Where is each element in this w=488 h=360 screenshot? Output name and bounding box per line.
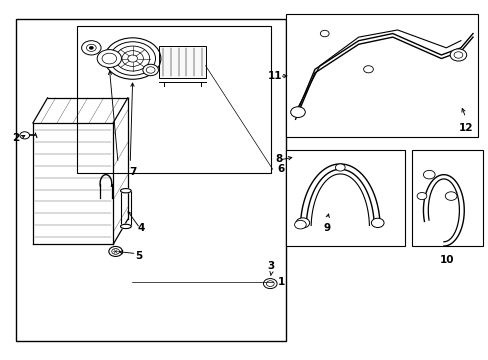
Circle shape — [449, 49, 466, 61]
Bar — [285, 14, 477, 137]
Circle shape — [423, 170, 434, 179]
Circle shape — [453, 52, 462, 58]
Circle shape — [89, 46, 93, 49]
Bar — [16, 19, 285, 341]
Text: 6: 6 — [277, 164, 284, 174]
Text: 7: 7 — [129, 167, 136, 177]
Ellipse shape — [120, 189, 131, 193]
Circle shape — [146, 67, 155, 73]
Circle shape — [266, 281, 274, 287]
Circle shape — [295, 218, 309, 228]
Text: 9: 9 — [323, 223, 330, 233]
Circle shape — [363, 66, 372, 73]
Text: 10: 10 — [439, 255, 454, 265]
Circle shape — [290, 107, 305, 117]
Circle shape — [20, 132, 30, 139]
Circle shape — [294, 220, 305, 229]
Circle shape — [112, 249, 119, 254]
Text: 2: 2 — [13, 133, 20, 143]
Circle shape — [371, 218, 383, 228]
Circle shape — [142, 64, 158, 76]
Text: 11: 11 — [267, 71, 282, 81]
Circle shape — [335, 164, 345, 171]
Circle shape — [320, 30, 328, 37]
Circle shape — [416, 193, 426, 200]
Text: 8: 8 — [275, 154, 282, 163]
Circle shape — [86, 44, 96, 51]
Circle shape — [81, 41, 101, 55]
Circle shape — [102, 53, 116, 64]
Text: 3: 3 — [267, 261, 274, 271]
Circle shape — [263, 279, 277, 289]
Text: 5: 5 — [135, 251, 142, 261]
Bar — [411, 150, 482, 246]
Ellipse shape — [120, 224, 131, 229]
Bar — [285, 150, 404, 246]
Bar — [159, 46, 205, 78]
Circle shape — [109, 247, 122, 256]
Text: 4: 4 — [137, 223, 144, 233]
Circle shape — [445, 192, 456, 201]
Text: 12: 12 — [458, 123, 472, 133]
Circle shape — [97, 50, 121, 67]
Text: 1: 1 — [277, 277, 284, 287]
Bar — [77, 26, 271, 173]
